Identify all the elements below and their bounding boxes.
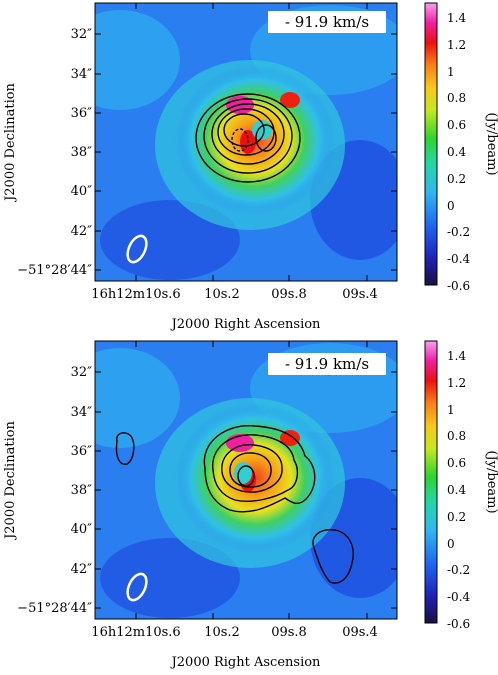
colorbar-tick: 1.2 xyxy=(447,38,466,52)
colorbar-tick: 1 xyxy=(447,65,455,79)
dec-tick: 40″ xyxy=(71,522,93,537)
colorbar-tick: 0.6 xyxy=(447,456,466,470)
colorbar-label: (Jy/beam) xyxy=(484,450,498,513)
colorbar-ticks: 1.4 1.2 1 0.8 0.6 0.4 0.2 0 -0.2 -0.4 -0… xyxy=(447,349,471,631)
x-axis-label: J2000 Right Ascension xyxy=(170,317,321,332)
colorbar-tick: 0.8 xyxy=(447,429,466,443)
image-frame xyxy=(94,340,398,620)
colorbar-label: (Jy/beam) xyxy=(484,112,498,175)
channel-map-svg-bottom: - 91.9 km/s 32″ 34″ 36″ 38″ 40″ 42″ −51°… xyxy=(3,340,498,670)
colorbar-tick: 1.4 xyxy=(447,349,466,363)
colorbar-tick: -0.2 xyxy=(447,563,470,577)
velocity-label: - 91.9 km/s xyxy=(285,355,369,373)
colorbar-tick: 0.2 xyxy=(447,172,466,186)
velocity-label-box xyxy=(268,11,386,33)
dec-tick: 38″ xyxy=(71,483,93,498)
dec-tick-labels: 32″ 34″ 36″ 38″ 40″ 42″ −51°28′44″ xyxy=(17,365,92,616)
dec-tick: 36″ xyxy=(71,106,93,121)
ra-tick: 16h12m10s.6 xyxy=(91,287,180,302)
colorbar-tick: 0.8 xyxy=(447,91,466,105)
colorbar-tick: -0.2 xyxy=(447,225,470,239)
ra-tick: 16h12m10s.6 xyxy=(91,625,180,640)
contours-top xyxy=(195,93,301,183)
colorbar-tick: 0.6 xyxy=(447,118,466,132)
dec-tick: 40″ xyxy=(71,184,93,199)
channel-map-svg-top: - 91.9 km/s 32″ 34″ 36″ 38″ 40″ 42″ −51°… xyxy=(3,2,498,332)
ra-tick: 09s.4 xyxy=(342,287,378,302)
colorbar-tick: 0 xyxy=(447,537,455,551)
beam-ellipse xyxy=(126,234,148,264)
colorbar-tick: 1 xyxy=(447,403,455,417)
dec-tick: −51°28′44″ xyxy=(17,263,92,278)
contours-bottom xyxy=(115,425,354,584)
dec-tick: 32″ xyxy=(71,365,93,380)
ra-tick-labels: 16h12m10s.6 10s.2 09s.8 09s.4 xyxy=(91,625,378,640)
colorbar xyxy=(424,340,438,624)
velocity-label: - 91.9 km/s xyxy=(285,13,369,31)
dec-tick: 38″ xyxy=(71,145,93,160)
colorbar-tick: 1.2 xyxy=(447,376,466,390)
ra-tick: 09s.8 xyxy=(271,625,307,640)
colorbar-tick: 0.4 xyxy=(447,483,466,497)
dec-tick: 34″ xyxy=(71,405,93,420)
colorbar xyxy=(424,2,438,286)
colorbar-tick: 1.4 xyxy=(447,11,466,25)
ra-tick: 10s.2 xyxy=(204,287,240,302)
dec-tick: 32″ xyxy=(71,27,93,42)
y-axis-label: J2000 Declination xyxy=(3,82,18,202)
colorbar-tick: -0.6 xyxy=(447,617,470,631)
image-area xyxy=(95,341,397,619)
ra-tick: 09s.4 xyxy=(342,625,378,640)
dec-tick: 34″ xyxy=(71,67,93,82)
beam-ellipse xyxy=(126,572,148,602)
colorbar-tick: 0.2 xyxy=(447,510,466,524)
channel-map-panel-top: - 91.9 km/s 32″ 34″ 36″ 38″ 40″ 42″ −51°… xyxy=(0,0,498,337)
y-axis-label: J2000 Declination xyxy=(3,420,18,540)
ra-tick-labels: 16h12m10s.6 10s.2 09s.8 09s.4 xyxy=(91,287,378,302)
dec-tick: 42″ xyxy=(71,562,93,577)
dec-tick: −51°28′44″ xyxy=(17,601,92,616)
colorbar-tick: 0 xyxy=(447,199,455,213)
colorbar-tick: -0.4 xyxy=(447,590,471,604)
colorbar-tick: -0.4 xyxy=(447,252,471,266)
ra-tick: 09s.8 xyxy=(271,287,307,302)
image-area xyxy=(95,3,397,281)
ra-tick: 10s.2 xyxy=(204,625,240,640)
colorbar-tick: -0.6 xyxy=(447,279,470,293)
channel-map-panel-bottom: - 91.9 km/s 32″ 34″ 36″ 38″ 40″ 42″ −51°… xyxy=(0,338,498,675)
dec-tick-labels: 32″ 34″ 36″ 38″ 40″ 42″ −51°28′44″ xyxy=(17,27,92,278)
image-frame xyxy=(94,2,398,282)
x-axis-label: J2000 Right Ascension xyxy=(170,655,321,670)
velocity-label-box xyxy=(268,353,386,375)
dec-tick: 36″ xyxy=(71,444,93,459)
dec-tick: 42″ xyxy=(71,224,93,239)
colorbar-ticks: 1.4 1.2 1 0.8 0.6 0.4 0.2 0 -0.2 -0.4 -0… xyxy=(447,11,471,293)
colorbar-tick: 0.4 xyxy=(447,145,466,159)
